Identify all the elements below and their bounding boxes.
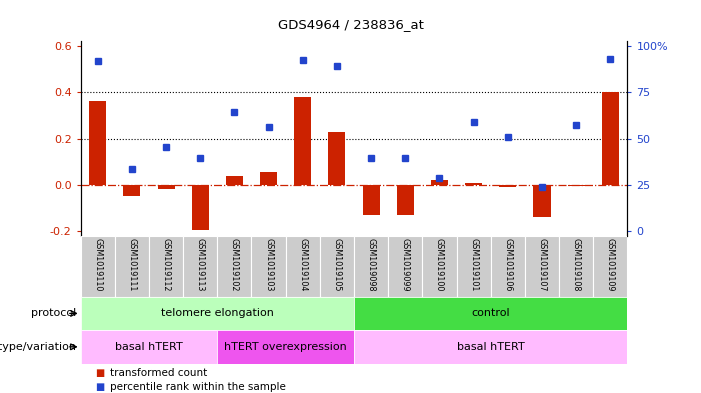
Bar	[294, 97, 311, 185]
Text: telomere elongation: telomere elongation	[161, 309, 274, 318]
Text: GSM1019098: GSM1019098	[367, 238, 376, 292]
Bar	[328, 132, 346, 185]
Bar	[388, 236, 422, 297]
Bar	[183, 236, 217, 297]
Bar	[81, 236, 115, 297]
Text: transformed count: transformed count	[110, 368, 207, 378]
Text: GSM1019099: GSM1019099	[401, 238, 410, 292]
Text: GSM1019107: GSM1019107	[538, 238, 547, 292]
Bar	[465, 182, 482, 185]
Text: GSM1019100: GSM1019100	[435, 238, 444, 292]
Bar	[362, 185, 380, 215]
Text: GDS4964 / 238836_at: GDS4964 / 238836_at	[278, 18, 423, 31]
Text: GSM1019104: GSM1019104	[298, 238, 307, 292]
Text: ■: ■	[95, 382, 104, 391]
Bar	[123, 185, 140, 196]
Text: GSM1019109: GSM1019109	[606, 238, 615, 292]
Text: ■: ■	[95, 368, 104, 378]
Bar	[397, 185, 414, 215]
Text: GSM1019103: GSM1019103	[264, 238, 273, 292]
Text: hTERT overexpression: hTERT overexpression	[224, 342, 347, 352]
Bar	[286, 236, 320, 297]
Bar	[81, 330, 217, 364]
Text: GSM1019108: GSM1019108	[571, 238, 580, 292]
Bar	[593, 236, 627, 297]
Text: GSM1019106: GSM1019106	[503, 238, 512, 292]
Text: control: control	[471, 309, 510, 318]
Bar	[568, 185, 585, 186]
Bar	[217, 330, 354, 364]
Bar	[81, 297, 354, 330]
Bar	[260, 172, 277, 185]
Text: GSM1019105: GSM1019105	[332, 238, 341, 292]
Bar	[491, 236, 525, 297]
Bar	[533, 185, 550, 217]
Bar	[320, 236, 354, 297]
Text: basal hTERT: basal hTERT	[115, 342, 183, 352]
Text: protocol: protocol	[31, 309, 76, 318]
Text: GSM1019102: GSM1019102	[230, 238, 239, 292]
Bar	[158, 185, 175, 189]
Bar	[499, 185, 517, 187]
Bar	[149, 236, 183, 297]
Text: GSM1019111: GSM1019111	[128, 238, 137, 292]
Bar	[456, 236, 491, 297]
Bar	[115, 236, 149, 297]
Text: GSM1019110: GSM1019110	[93, 238, 102, 292]
Bar	[354, 236, 388, 297]
Bar	[525, 236, 559, 297]
Text: GSM1019112: GSM1019112	[161, 238, 170, 292]
Bar	[89, 101, 107, 185]
Text: basal hTERT: basal hTERT	[457, 342, 524, 352]
Text: GSM1019113: GSM1019113	[196, 238, 205, 292]
Bar	[601, 92, 619, 185]
Text: genotype/variation: genotype/variation	[0, 342, 76, 352]
Text: percentile rank within the sample: percentile rank within the sample	[110, 382, 286, 391]
Bar	[354, 297, 627, 330]
Bar	[252, 236, 286, 297]
Bar	[354, 330, 627, 364]
Bar	[422, 236, 456, 297]
Text: GSM1019101: GSM1019101	[469, 238, 478, 292]
Bar	[191, 185, 209, 230]
Bar	[226, 176, 243, 185]
Bar	[431, 180, 448, 185]
Bar	[559, 236, 593, 297]
Bar	[217, 236, 252, 297]
